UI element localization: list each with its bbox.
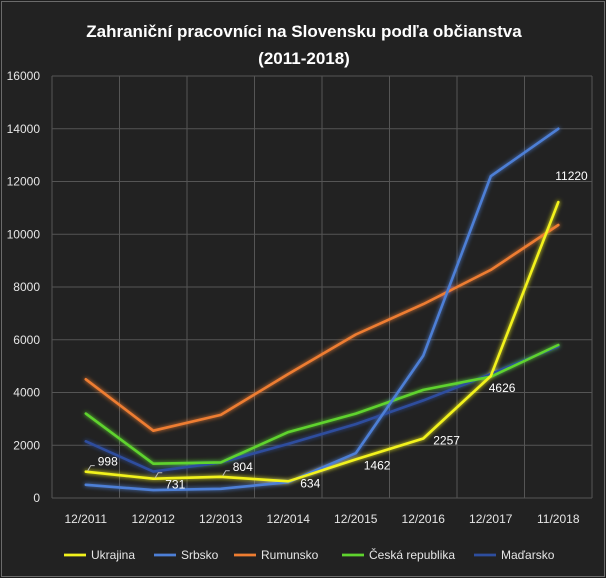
leader-line [87,465,95,471]
leader-line [222,470,230,477]
data-label: 804 [233,460,253,474]
chart-title: Zahraniční pracovníci na Slovensku podľa… [86,22,522,41]
series-line-2 [84,223,560,433]
data-label: 11220 [555,169,588,183]
y-tick-label: 16000 [7,69,41,83]
legend-item: Srbsko [154,548,219,562]
legend-item: Rumunsko [234,548,319,562]
data-label: 998 [98,455,118,469]
x-tick-label: 12/2011 [65,512,108,526]
chart-subtitle: (2011-2018) [258,49,350,68]
y-tick-label: 12000 [7,175,41,189]
gridlines [51,75,593,499]
legend-label: Ukrajina [91,548,135,562]
legend-label: Srbsko [181,548,219,562]
data-label: 731 [165,478,185,492]
y-tick-label: 8000 [13,280,40,294]
series-line-1 [84,127,560,492]
data-label: 2257 [433,433,460,447]
legend: Ukrajina Srbsko Rumunsko Česká republika Maď… [64,547,555,562]
series-line-0 [84,200,560,483]
y-tick-label: 0 [33,491,40,505]
x-tick-label: 12/2016 [402,512,446,526]
legend-item: Ukrajina [64,548,135,562]
legend-label: Rumunsko [261,548,319,562]
x-tick-label: 12/2017 [469,512,513,526]
y-tick-label: 4000 [13,386,40,400]
y-tick-label: 6000 [13,333,40,347]
legend-label: Česká republika [369,547,455,562]
y-tick-label: 2000 [13,438,40,452]
x-tick-label: 12/2012 [132,512,176,526]
data-label: 4626 [489,381,516,395]
x-tick-label: 11/2018 [537,512,580,526]
series-line-3 [84,343,560,466]
x-tick-label: 12/2013 [199,512,243,526]
data-label: 634 [300,476,320,490]
legend-item: Maďarsko [474,548,555,562]
leader-line [154,472,163,478]
data-labels: 998 731 804 634 1462 2257 4626 11220 [87,169,588,492]
x-axis-ticks: 12/2011 12/2012 12/2013 12/2014 12/2015 12/20… [65,512,580,526]
x-tick-label: 12/2015 [334,512,378,526]
legend-item: Česká republika [342,547,455,562]
y-tick-label: 10000 [7,227,41,241]
data-label: 1462 [364,458,391,472]
y-axis-ticks: 0 2000 4000 6000 8000 10000 12000 14000 16000 [7,69,41,505]
y-tick-label: 14000 [7,122,41,136]
legend-label: Maďarsko [501,548,555,562]
x-tick-label: 12/2014 [267,512,311,526]
series-lines [84,127,560,492]
